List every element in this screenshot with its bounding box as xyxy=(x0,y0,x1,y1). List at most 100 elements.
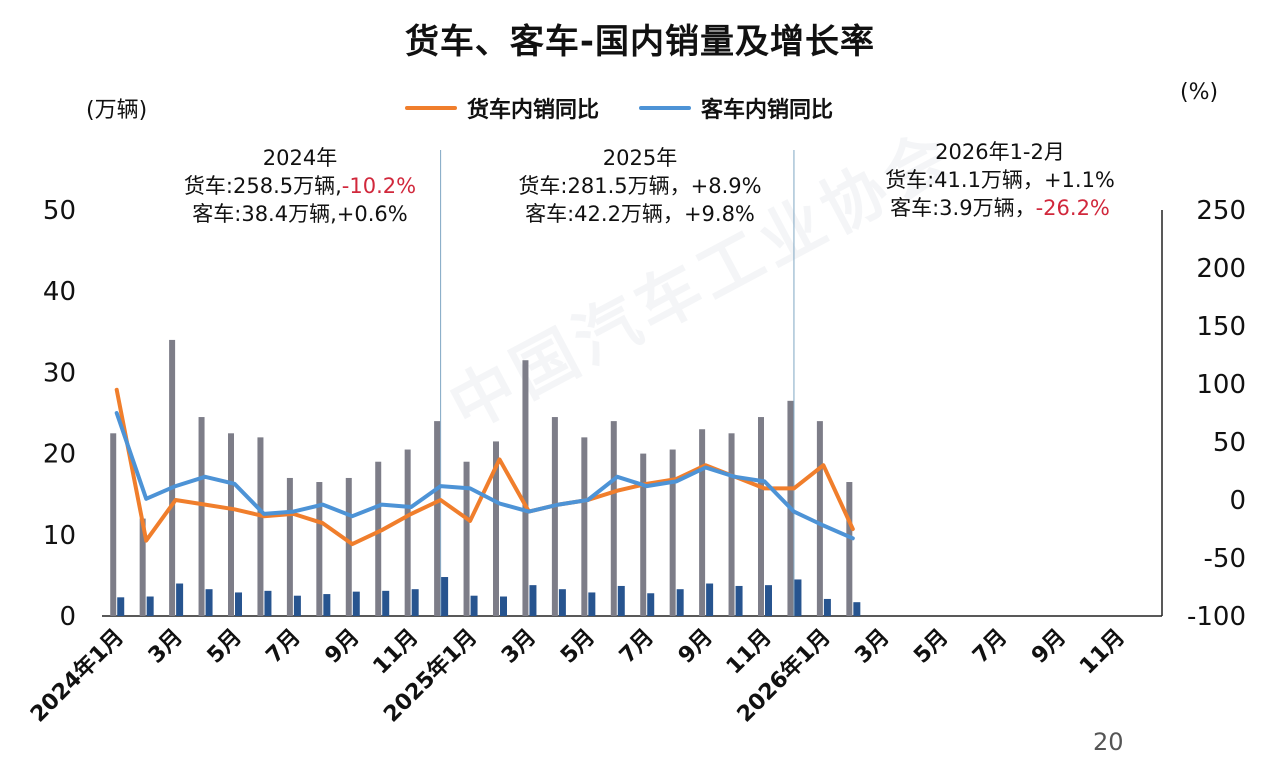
legend-label-bus: 客车内销同比 xyxy=(701,98,834,123)
left-tick-label: 10 xyxy=(43,521,76,551)
x-tick-label: 11月 xyxy=(722,625,777,680)
truck-sales-bar xyxy=(551,417,558,616)
annotation-2026-truck: 货车:41.1万辆，+1.1% xyxy=(840,166,1160,194)
bus-sales-bar xyxy=(382,590,390,616)
right-tick-label: 0 xyxy=(1229,486,1246,516)
legend-swatch-truck xyxy=(405,106,457,110)
annotation-2024-truck-change: -10.2% xyxy=(341,174,417,198)
truck-sales-bar xyxy=(846,482,853,616)
bus-sales-bar xyxy=(441,577,449,616)
truck-sales-bar xyxy=(581,437,588,616)
annotation-2025-truck: 货车:281.5万辆，+8.9% xyxy=(480,172,800,200)
annotation-2025-truck-text: 货车:281.5万辆， xyxy=(518,174,691,198)
annotation-2024-bus: 客车:38.4万辆,+0.6% xyxy=(150,200,450,228)
annotation-2026: 2026年1-2月 货车:41.1万辆，+1.1% 客车:3.9万辆，-26.2… xyxy=(840,138,1160,222)
x-tick-label: 7月 xyxy=(968,625,1012,669)
x-tick-label: 3月 xyxy=(850,625,894,669)
annotation-2025-bus-text: 客车:42.2万辆， xyxy=(525,202,684,226)
left-tick-label: 20 xyxy=(43,440,76,470)
truck-sales-bar xyxy=(522,360,529,616)
truck-sales-bar xyxy=(434,421,441,616)
x-tick-label: 5月 xyxy=(556,625,600,669)
truck-sales-bar xyxy=(110,433,117,616)
x-tick-label: 3月 xyxy=(497,625,541,669)
truck-sales-bar xyxy=(345,477,352,616)
annotation-2026-bus-text: 客车:3.9万辆， xyxy=(890,196,1036,220)
annotation-2026-truck-change: +1.1% xyxy=(1043,168,1115,192)
right-tick-label: 250 xyxy=(1196,196,1246,226)
legend: 货车内销同比 客车内销同比 xyxy=(405,92,873,124)
left-tick-label: 50 xyxy=(43,196,76,226)
x-tick-label: 9月 xyxy=(674,625,718,669)
truck-sales-bar xyxy=(816,421,823,616)
truck-sales-bar xyxy=(316,482,323,616)
annotation-2024: 2024年 货车:258.5万辆,-10.2% 客车:38.4万辆,+0.6% xyxy=(150,144,450,228)
annotation-2025-year: 2025年 xyxy=(602,146,678,170)
bus-sales-bar xyxy=(235,592,242,616)
truck-sales-bar xyxy=(758,417,764,616)
bus-sales-bar xyxy=(323,594,331,616)
truck-sales-bar xyxy=(198,417,205,616)
bus-sales-bar xyxy=(706,583,714,616)
bus-sales-bar xyxy=(735,585,743,616)
truck-sales-bar xyxy=(463,461,470,616)
bus-sales-bar xyxy=(676,589,684,616)
annotation-2025-bus: 客车:42.2万辆，+9.8% xyxy=(480,200,800,228)
bus-sales-bar xyxy=(765,585,772,616)
left-tick-label: 40 xyxy=(43,277,76,307)
bus-sales-bar xyxy=(352,591,360,616)
truck-sales-bar xyxy=(139,518,146,616)
legend-swatch-bus xyxy=(639,106,692,110)
bus-sales-bar xyxy=(117,597,125,616)
truck-sales-bar xyxy=(699,429,706,616)
bus-sales-bar xyxy=(823,598,831,616)
bus-sales-bar xyxy=(146,596,154,616)
right-tick-label: 200 xyxy=(1196,254,1246,284)
annotation-2025: 2025年 货车:281.5万辆，+8.9% 客车:42.2万辆，+9.8% xyxy=(480,144,800,228)
annotation-2026-bus-change: -26.2% xyxy=(1035,196,1110,220)
right-tick-label: 150 xyxy=(1196,312,1246,342)
bus-sales-bar xyxy=(853,602,861,616)
x-tick-label: 7月 xyxy=(262,625,306,669)
truck-sales-bar xyxy=(640,453,647,616)
right-tick-label: 100 xyxy=(1196,370,1246,400)
truck-sales-bar xyxy=(493,441,499,616)
bus-sales-bar xyxy=(794,579,802,616)
bus-sales-bar xyxy=(500,596,507,616)
bus-sales-bar xyxy=(205,589,213,616)
truck-yoy-line xyxy=(114,387,855,547)
left-tick-label: 0 xyxy=(59,602,76,632)
x-tick-label: 2024年1月 xyxy=(25,624,129,728)
bus-sales-bar xyxy=(411,589,419,616)
right-axis-unit: (%) xyxy=(1180,80,1219,105)
bus-sales-bar xyxy=(647,593,655,616)
x-tick-label: 5月 xyxy=(203,625,247,669)
annotation-2026-truck-text: 货车:41.1万辆， xyxy=(885,168,1044,192)
truck-sales-bar xyxy=(375,461,382,616)
annotation-2026-bus: 客车:3.9万辆，-26.2% xyxy=(840,194,1160,222)
annotation-2026-year: 2026年1-2月 xyxy=(935,140,1065,164)
bus-sales-bar xyxy=(470,595,478,616)
bus-sales-bar xyxy=(588,592,596,616)
truck-sales-bar xyxy=(404,449,411,616)
x-tick-label: 7月 xyxy=(615,625,659,669)
annotation-2024-year: 2024年 xyxy=(262,146,338,170)
truck-sales-bar xyxy=(286,477,293,616)
chart-title: 货车、客车-国内销量及增长率 xyxy=(404,22,876,62)
legend-item-truck: 货车内销同比 xyxy=(405,92,599,124)
truck-sales-bar xyxy=(228,433,234,616)
bus-sales-bar xyxy=(558,589,566,616)
x-tick-label: 9月 xyxy=(320,625,364,669)
annotation-2024-truck: 货车:258.5万辆,-10.2% xyxy=(150,172,450,200)
left-tick-label: 30 xyxy=(43,358,76,388)
legend-item-bus: 客车内销同比 xyxy=(639,92,833,124)
bus-sales-bar xyxy=(293,595,301,616)
right-tick-label: -100 xyxy=(1187,602,1246,632)
left-axis-unit: (万辆) xyxy=(86,98,148,123)
legend-label-truck: 货车内销同比 xyxy=(467,98,600,123)
x-tick-label: 11月 xyxy=(369,625,424,680)
bus-yoy-line xyxy=(114,411,855,541)
annotation-2024-truck-text: 货车:258.5万辆, xyxy=(183,174,342,198)
annotation-2024-bus-text: 客车:38.4万辆, xyxy=(192,202,337,226)
